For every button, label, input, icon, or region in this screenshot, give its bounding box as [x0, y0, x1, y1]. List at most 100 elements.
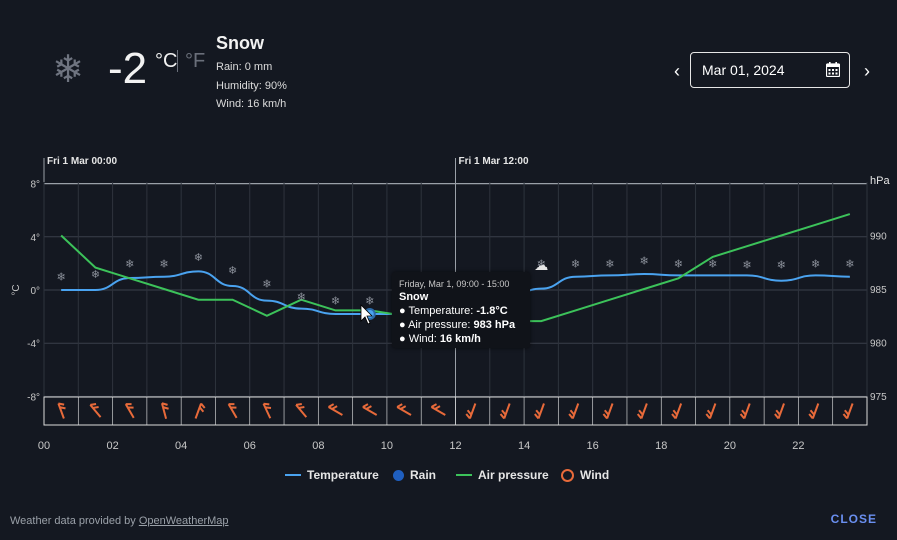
wind-arrow-barb — [90, 402, 97, 406]
snowflake-icon: ❄ — [639, 255, 648, 268]
wind-arrow-barb — [466, 409, 473, 416]
chart-tooltip: Friday, Mar 1, 09:00 - 15:00 Snow ● Temp… — [392, 272, 530, 348]
calendar-icon[interactable] — [826, 62, 840, 77]
legend-label-rain: Rain — [410, 468, 437, 482]
legend-item-temperature[interactable]: Temperature — [285, 468, 379, 482]
snowflake-icon: ❄ — [331, 295, 340, 308]
wind-arrow-barb — [534, 413, 540, 420]
wind-arrow-icon — [842, 403, 854, 420]
x-tick-label: 16 — [587, 440, 599, 452]
wind-arrow-barb — [328, 403, 335, 408]
legend-line-icon — [285, 474, 301, 476]
wind-arrow-icon — [808, 403, 820, 420]
mouse-cursor-icon — [360, 304, 373, 325]
wind-arrow-shaft — [709, 403, 717, 419]
wind-arrow-shaft — [227, 403, 238, 419]
wind-arrow-shaft — [571, 403, 580, 419]
wind-arrow-barb — [365, 405, 372, 410]
snowflake-icon: ❄ — [125, 257, 134, 270]
unit-celsius-toggle[interactable]: °C — [155, 50, 178, 72]
wind-arrow-barb — [706, 409, 713, 416]
tooltip-temperature-label: Temperature: — [408, 305, 477, 317]
wind-arrow-barb — [162, 406, 169, 410]
cloud-icon: ☁ — [534, 258, 548, 274]
wind-arrow-barb — [775, 409, 781, 416]
wind-arrow-shaft — [362, 406, 378, 416]
legend-item-wind[interactable]: Wind — [561, 468, 609, 482]
wind-arrow-shaft — [89, 404, 102, 418]
y-right-tick-label: 985 — [870, 285, 887, 296]
wind-arrow-icon — [160, 402, 169, 419]
wind-arrow-icon — [739, 403, 751, 420]
wind-arrow-barb — [844, 409, 850, 416]
weather-chart[interactable]: Fri 1 Mar 00:00 Fri 1 Mar 12:00 8° 4° 0° -4° -… — [0, 140, 897, 460]
wind-arrow-barb — [92, 406, 99, 409]
y-left-tick-label: -4° — [27, 339, 40, 350]
wind-arrow-barb — [672, 409, 678, 416]
wind-arrow-icon — [568, 403, 580, 420]
attribution-prefix: Weather data provided by — [10, 515, 139, 527]
legend-item-rain[interactable]: Rain — [393, 468, 436, 482]
snowflake-icon: ❄ — [52, 49, 84, 91]
wind-arrow-icon — [262, 402, 272, 419]
x-tick-label: 02 — [106, 440, 118, 452]
x-tick-label: 00 — [38, 440, 50, 452]
current-weather-header: ❄ -2 °C °F Snow Rain: 0 mm Humidity: 90%… — [0, 0, 897, 130]
chevron-left-icon[interactable]: ‹ — [674, 61, 680, 81]
unit-fahrenheit-toggle[interactable]: °F — [185, 50, 206, 72]
wind-arrow-shaft — [468, 403, 477, 419]
x-tick-label: 20 — [724, 440, 736, 452]
x-tick-label: 04 — [175, 440, 187, 452]
x-tick-label: 12 — [449, 440, 461, 452]
wind-arrow-shaft — [57, 403, 65, 419]
chevron-right-icon[interactable]: › — [864, 61, 870, 81]
wind-arrow-barb — [638, 409, 644, 416]
wind-arrow-icon — [89, 402, 102, 418]
snowflake-icon: ❄ — [159, 257, 168, 270]
wind-arrow-shaft — [430, 406, 446, 416]
wind-arrow-barb — [568, 413, 574, 420]
wind-arrow-icon — [194, 402, 206, 419]
wind-arrow-shaft — [537, 403, 545, 419]
wind-arrow-icon — [534, 403, 545, 420]
wind-arrow-barb — [434, 405, 441, 410]
legend-label-wind: Wind — [580, 468, 610, 482]
wind-arrow-icon — [227, 403, 238, 419]
close-button[interactable]: CLOSE — [830, 512, 877, 526]
snowflake-icon: ❄ — [262, 277, 271, 290]
attribution: Weather data provided by OpenWeatherMap — [10, 515, 229, 527]
wind-arrow-icon — [295, 402, 308, 418]
wind-arrow-shaft — [328, 406, 343, 416]
date-picker-value: Mar 01, 2024 — [702, 62, 785, 78]
y-left-axis-label: °C — [11, 284, 22, 295]
snowflake-icon: ❄ — [537, 257, 546, 270]
tooltip-wind-value: 16 km/h — [439, 333, 481, 345]
y-left-tick-label: -8° — [27, 392, 40, 403]
x-tick-label: 10 — [381, 440, 393, 452]
current-humidity: Humidity: 90% — [216, 80, 287, 92]
wind-arrow-barb — [263, 402, 270, 406]
wind-arrow-barb — [230, 406, 237, 409]
wind-arrow-icon — [465, 403, 477, 420]
legend-item-air-pressure[interactable]: Air pressure — [456, 468, 549, 482]
snowflake-icon: ❄ — [811, 257, 820, 270]
wind-arrow-barb — [198, 406, 205, 413]
snowflake-icon: ❄ — [57, 271, 66, 284]
snowflake-icon: ❄ — [228, 264, 237, 277]
snowflake-icon: ❄ — [365, 295, 374, 308]
tooltip-pressure-label: Air pressure: — [408, 319, 474, 331]
wind-arrow-shaft — [811, 403, 820, 419]
wind-arrow-barb — [809, 409, 815, 416]
wind-arrow-icon — [57, 402, 66, 419]
wind-arrow-icon — [396, 403, 412, 416]
wind-arrow-barb — [59, 406, 66, 410]
tooltip-temperature: ● Temperature: -1.8°C — [399, 305, 508, 317]
wind-arrow-barb — [842, 413, 848, 420]
wind-arrow-barb — [739, 413, 746, 420]
y-right-axis-label: hPa — [870, 175, 890, 187]
date-picker-input[interactable]: Mar 01, 2024 — [690, 52, 850, 88]
openweathermap-link[interactable]: OpenWeatherMap — [138, 515, 229, 527]
wind-arrow-icon — [602, 403, 614, 420]
wind-arrow-shaft — [640, 403, 648, 419]
snowflake-icon: ❄ — [674, 257, 683, 270]
